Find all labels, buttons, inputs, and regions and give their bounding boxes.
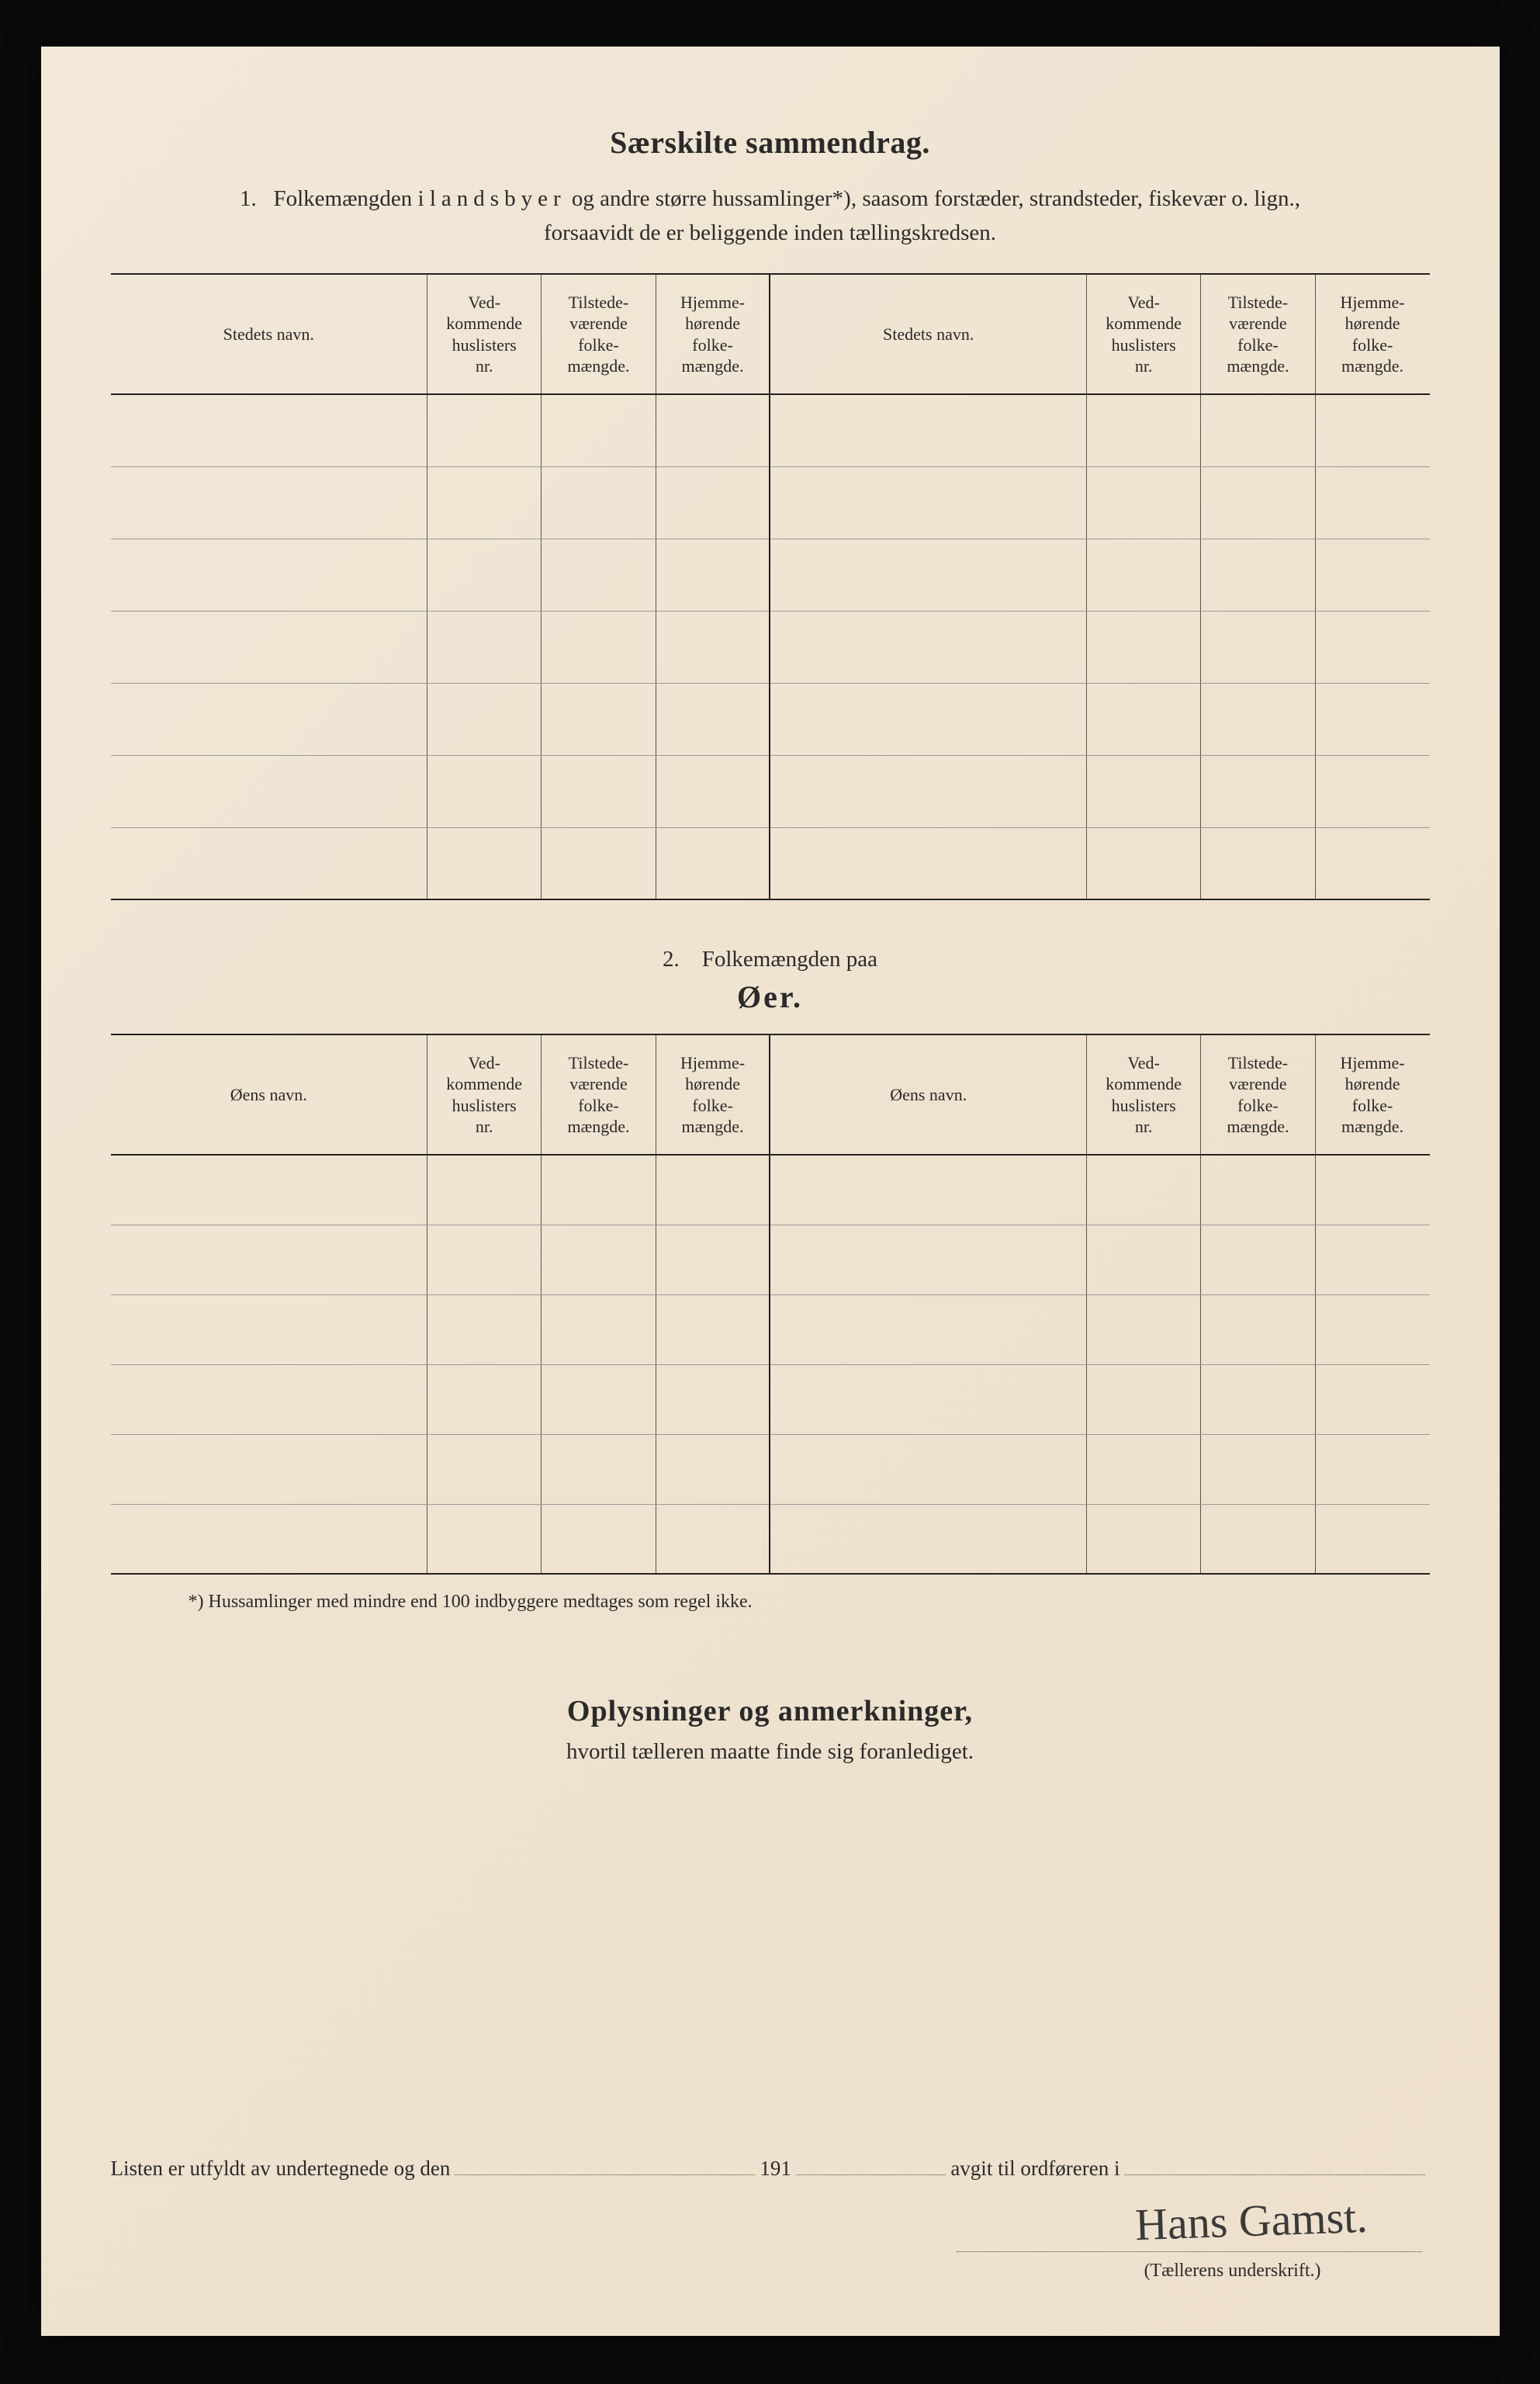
hdr2-col1-left: Ved-kommendehuslistersnr. [427, 1034, 542, 1155]
signature-caption: (Tællerens underskrift.) [1144, 2261, 1321, 2282]
table-row [111, 1504, 1430, 1574]
section1-spaced: landsbyer [430, 186, 566, 211]
remarks-sub: hvortil tælleren maatte finde sig foranl… [111, 1739, 1430, 1765]
table-row [111, 611, 1430, 683]
remarks-title: Oplysninger og anmerkninger, [111, 1694, 1430, 1728]
hdr2-name-right: Øens navn. [770, 1034, 1086, 1155]
census-form-page: Særskilte sammendrag. 1. Folkemængden i … [41, 47, 1500, 2336]
table-row [111, 466, 1430, 539]
table-row [111, 1155, 1430, 1225]
table-row [111, 394, 1430, 466]
dotted-fill [796, 2157, 946, 2175]
page-title: Særskilte sammendrag. [111, 124, 1430, 161]
hdr2-col3-right: Hjemme-hørendefolke-mængde. [1315, 1034, 1429, 1155]
signline-p3: avgit til ordføreren i [950, 2157, 1120, 2181]
table-row [111, 1434, 1430, 1504]
hdr-col2-right: Tilstede-værendefolke-mængde. [1201, 274, 1315, 394]
hdr2-col2-left: Tilstede-værendefolke-mængde. [542, 1034, 656, 1155]
table-row [111, 1294, 1430, 1364]
section1-line2: forsaavidt de er beliggende inden tællin… [544, 220, 996, 245]
section1-pre: Folkemængden i [273, 186, 429, 211]
dotted-fill [455, 2157, 755, 2175]
dotted-fill [1125, 2157, 1425, 2175]
section1-intro: 1. Folkemængden i landsbyer og andre stø… [111, 182, 1430, 250]
section2-line2: Øer. [111, 979, 1430, 1015]
section2-line1: 2. Folkemængden paa [111, 947, 1430, 972]
table-row [111, 827, 1430, 899]
signature-rule [957, 2251, 1422, 2252]
hdr2-col2-right: Tilstede-værendefolke-mængde. [1201, 1034, 1315, 1155]
section1-num: 1. [240, 186, 257, 211]
table1-body [111, 394, 1430, 899]
hdr-col3-right: Hjemme-hørendefolke-mængde. [1315, 274, 1429, 394]
table-row [111, 1364, 1430, 1434]
handwritten-signature: Hans Gamst. [1134, 2191, 1369, 2251]
table-row [111, 1225, 1430, 1294]
table-islands: Øens navn. Ved-kommendehuslistersnr. Til… [111, 1034, 1430, 1575]
footnote: *) Hussamlinger med mindre end 100 indby… [111, 1592, 1430, 1613]
table-header-row: Øens navn. Ved-kommendehuslistersnr. Til… [111, 1034, 1430, 1155]
table-row [111, 755, 1430, 827]
section1-post: og andre større hussamlinger*), saasom f… [566, 186, 1300, 211]
hdr-col3-left: Hjemme-hørendefolke-mængde. [656, 274, 770, 394]
hdr-col1-right: Ved-kommendehuslistersnr. [1086, 274, 1200, 394]
hdr2-col1-right: Ved-kommendehuslistersnr. [1086, 1034, 1200, 1155]
hdr-col1-left: Ved-kommendehuslistersnr. [427, 274, 542, 394]
table-row [111, 683, 1430, 755]
hdr2-name-left: Øens navn. [111, 1034, 427, 1155]
hdr-name-left: Stedets navn. [111, 274, 427, 394]
hdr-col2-left: Tilstede-værendefolke-mængde. [542, 274, 656, 394]
table2-body [111, 1155, 1430, 1574]
signline-p2: 191 [760, 2157, 791, 2181]
signline-p1: Listen er utfyldt av undertegnede og den [111, 2157, 451, 2181]
hdr2-col3-left: Hjemme-hørendefolke-mængde. [656, 1034, 770, 1155]
hdr-name-right: Stedets navn. [770, 274, 1086, 394]
table-header-row: Stedets navn. Ved-kommendehuslistersnr. … [111, 274, 1430, 394]
table-villages: Stedets navn. Ved-kommendehuslistersnr. … [111, 273, 1430, 900]
signature-line: Listen er utfyldt av undertegnede og den… [111, 2157, 1430, 2181]
table-row [111, 539, 1430, 611]
